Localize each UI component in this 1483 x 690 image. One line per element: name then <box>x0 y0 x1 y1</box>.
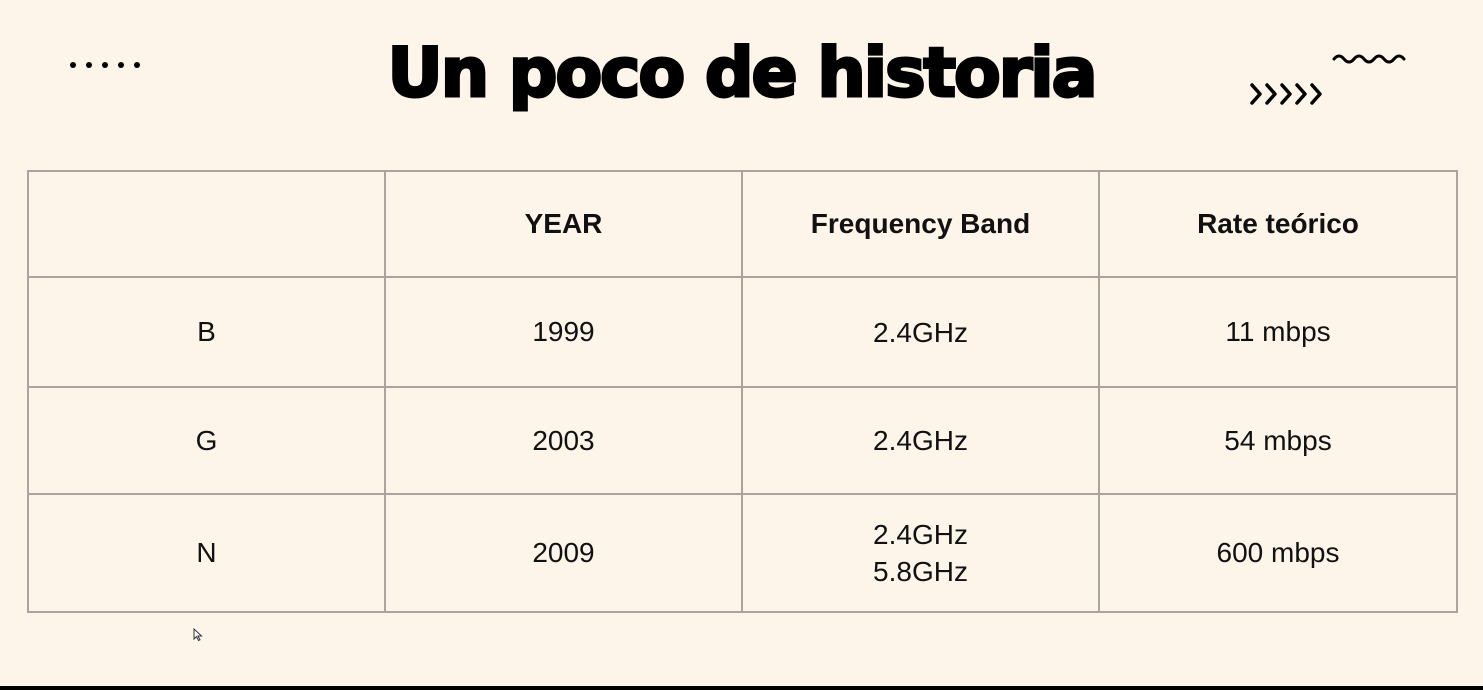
slide-title-text: Un poco de historia <box>386 33 1099 115</box>
cell-year: 1999 <box>384 276 743 388</box>
cell-rate: 54 mbps <box>1098 386 1458 495</box>
chevrons-wave-icon <box>1250 54 1406 105</box>
cell-frequency-band: 2.4GHz 5.8GHz <box>741 493 1100 613</box>
table-row: N 2009 2.4GHz 5.8GHz 600 mbps <box>27 493 1458 613</box>
header-cell-rate: Rate teórico <box>1098 170 1458 278</box>
bottom-border <box>0 686 1483 690</box>
band-value: 2.4GHz <box>873 316 968 348</box>
cell-year: 2009 <box>384 493 743 613</box>
header-cell-frequency-band: Frequency Band <box>741 170 1100 278</box>
band-value: 2.4GHz <box>873 519 968 550</box>
dot <box>118 62 124 68</box>
band-value: 2.4GHz <box>873 425 968 456</box>
chevrons-icon <box>1250 83 1322 105</box>
table-row: G 2003 2.4GHz 54 mbps <box>27 386 1458 495</box>
dot <box>134 62 140 68</box>
table-row: B 1999 2.4GHz 11 mbps <box>27 276 1458 388</box>
dot <box>70 62 76 68</box>
dot <box>102 62 108 68</box>
header-cell-standard <box>27 170 386 278</box>
wave-line-icon <box>1332 54 1406 64</box>
dots-decoration <box>70 62 140 68</box>
table-header-row: YEAR Frequency Band Rate teórico <box>27 170 1458 278</box>
history-table: YEAR Frequency Band Rate teórico B 1999 … <box>27 170 1458 613</box>
header-cell-year: YEAR <box>384 170 743 278</box>
band-value: 5.8GHz <box>873 556 968 587</box>
dot <box>86 62 92 68</box>
cell-frequency-band: 2.4GHz <box>741 276 1100 388</box>
mouse-pointer-icon <box>193 628 203 642</box>
cell-rate: 600 mbps <box>1098 493 1458 613</box>
cell-frequency-band: 2.4GHz <box>741 386 1100 495</box>
cell-rate: 11 mbps <box>1098 276 1458 388</box>
slide-title: Un poco de historia <box>0 30 1483 118</box>
cell-standard: N <box>27 493 386 613</box>
cell-standard: B <box>27 276 386 388</box>
cell-standard: G <box>27 386 386 495</box>
cell-year: 2003 <box>384 386 743 495</box>
